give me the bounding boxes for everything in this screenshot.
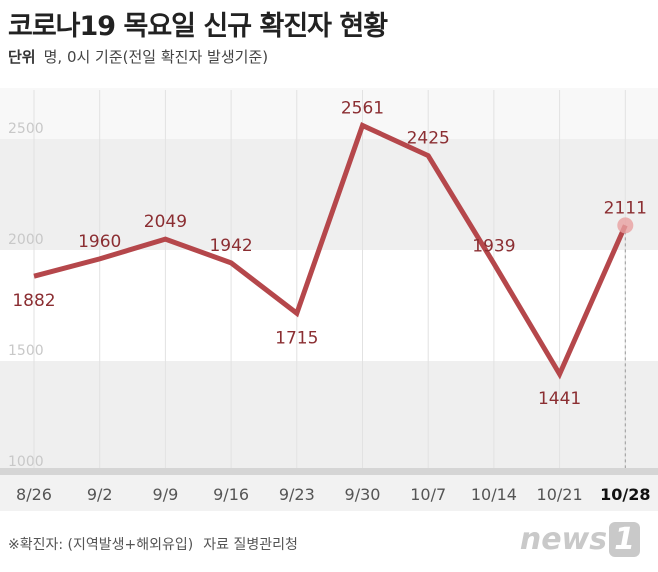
x-label-band: [0, 475, 658, 511]
x-tick-label: 8/26: [16, 485, 52, 504]
y-tick-label: 2500: [8, 121, 44, 137]
chart-title: 코로나19 목요일 신규 확진자 현황: [8, 11, 388, 42]
x-tick-label: 10/7: [410, 485, 446, 504]
plot-top-bg: [0, 88, 658, 139]
x-tick-label: 9/2: [87, 485, 113, 504]
unit-label: 단위: [8, 48, 36, 66]
x-tick-label: 9/9: [153, 485, 179, 504]
footnote: ※확진자: (지역발생+해외유입) 자료 질병관리청: [8, 534, 298, 554]
x-tick-label: 10/14: [471, 485, 517, 504]
data-label: 2425: [407, 129, 450, 149]
x-tick-label: 10/28: [600, 485, 650, 504]
band-1000-1500: [0, 361, 658, 472]
y-tick-label: 2000: [8, 232, 44, 248]
y-tick-label: 1000: [8, 454, 44, 470]
data-label: 1441: [538, 389, 581, 409]
series-line: [33, 122, 628, 380]
data-label: 1882: [12, 291, 55, 311]
highlight-point: [617, 217, 634, 234]
data-label: 2111: [604, 198, 647, 218]
source-label: 자료: [203, 537, 229, 553]
note: ※확진자: (지역발생+해외유입): [8, 537, 194, 553]
data-label: 1960: [78, 232, 121, 252]
data-label: 1942: [209, 236, 252, 256]
x-tick-label: 10/21: [537, 485, 583, 504]
unit-text: 명, 0시 기준(전일 확진자 발생기준): [43, 48, 269, 66]
data-label: 1715: [275, 328, 318, 348]
y-tick-label: 1500: [8, 343, 44, 359]
news1-logo: news 1: [520, 522, 640, 557]
data-label: 2561: [341, 98, 384, 118]
data-label: 2049: [144, 212, 187, 232]
data-label: 1939: [472, 237, 515, 257]
x-tick-label: 9/30: [345, 485, 381, 504]
x-axis-bar: [0, 468, 658, 475]
source: 질병관리청: [233, 537, 298, 553]
x-tick-label: 9/16: [213, 485, 249, 504]
x-tick-label: 9/23: [279, 485, 315, 504]
unit-note: 단위 명, 0시 기준(전일 확진자 발생기준): [8, 46, 268, 67]
band-2000-2500: [0, 139, 658, 250]
